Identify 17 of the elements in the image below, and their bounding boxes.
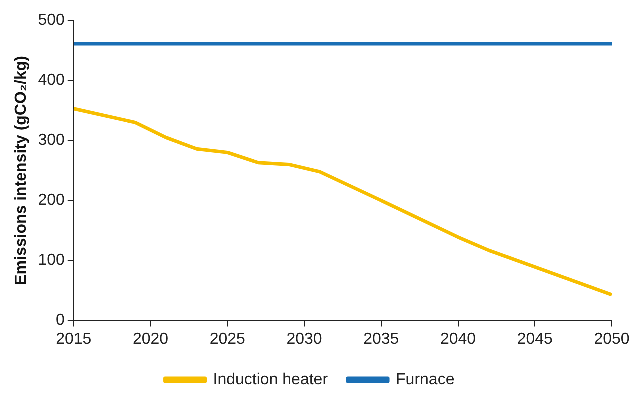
- y-tick-label: 300: [38, 132, 65, 150]
- x-tick-label: 2015: [56, 330, 92, 348]
- x-tick-label: 2045: [517, 330, 554, 348]
- y-tick-label: 0: [56, 312, 65, 330]
- legend-label: Furnace: [396, 371, 455, 388]
- y-tick-label: 500: [38, 12, 65, 30]
- legend-label: Induction heater: [213, 371, 329, 388]
- x-tick-label: 2025: [210, 330, 246, 348]
- x-tick-label: 2040: [440, 330, 476, 348]
- y-axis-title: Emissions intensity (gCO₂/kg): [13, 56, 30, 286]
- x-tick-label: 2020: [132, 330, 169, 348]
- x-tick-label: 2035: [364, 330, 400, 348]
- y-tick-label: 200: [38, 192, 65, 210]
- y-tick-label: 400: [38, 72, 65, 90]
- y-tick-label: 100: [38, 252, 65, 270]
- x-tick-label: 2030: [286, 330, 322, 348]
- x-tick-label: 2050: [594, 330, 630, 348]
